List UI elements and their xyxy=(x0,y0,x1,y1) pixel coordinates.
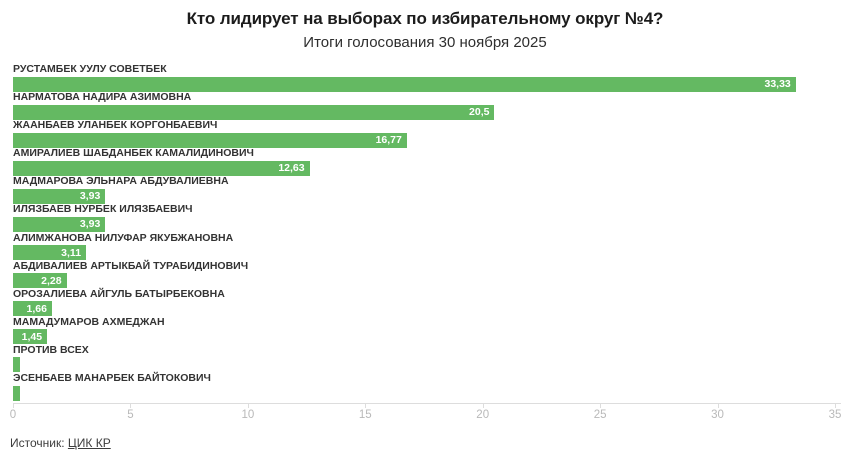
x-tick-label: 5 xyxy=(127,408,134,421)
bar-track xyxy=(13,357,835,373)
bar-track: 16,77 xyxy=(13,132,835,148)
bar-value: 2,28 xyxy=(41,274,62,287)
bar-track: 20,5 xyxy=(13,104,835,120)
bar-value: 1,66 xyxy=(26,302,47,315)
bar-label: ПРОТИВ ВСЕХ xyxy=(13,343,89,356)
x-tick-label: 10 xyxy=(241,408,255,421)
bar-row: АБДИВАЛИЕВ АРТЫКБАЙ ТУРАБИДИНОВИЧ 2,28 xyxy=(13,259,835,289)
bar-track: 12,63 xyxy=(13,160,835,176)
bar-label: НАРМАТОВА НАДИРА АЗИМОВНА xyxy=(13,91,192,104)
bar-label: АЛИМЖАНОВА НИЛУФАР ЯКУБЖАНОВНА xyxy=(13,231,234,244)
bar-row: ЖААНБАЕВ УЛАНБЕК КОРГОНБАЕВИЧ 16,77 xyxy=(13,120,835,148)
x-tick-mark xyxy=(130,403,132,408)
bar-row: ОРОЗАЛИЕВА АЙГУЛЬ БАТЫРБЕКОВНА 1,66 xyxy=(13,287,835,317)
x-axis: 0 5 10 15 20 25 30 35 xyxy=(9,402,842,423)
bar-row: НАРМАТОВА НАДИРА АЗИМОВНА 20,5 xyxy=(13,92,835,120)
bar: 16,77 xyxy=(13,132,407,148)
bar-value: 16,77 xyxy=(375,134,402,147)
bar-track: 3,93 xyxy=(13,188,835,204)
bar: 1,45 xyxy=(13,329,48,345)
bar-label: АМИРАЛИЕВ ШАБДАНБЕК КАМАЛИДИНОВИЧ xyxy=(13,147,254,160)
bar-label: ЖААНБАЕВ УЛАНБЕК КОРГОНБАЕВИЧ xyxy=(13,119,218,132)
bar-row: МАМАДУМАРОВ АХМЕДЖАН 1,45 xyxy=(13,315,835,345)
bar-label: ЭСЕНБАЕВ МАНАРБЕК БАЙТОКОВИЧ xyxy=(13,372,211,385)
x-tick-mark xyxy=(835,403,836,408)
plot-area: РУСТАМБЕК УУЛУ СОВЕТБЕК 33,33 НАРМАТОВА НА… xyxy=(13,64,835,401)
bar-value: 3,11 xyxy=(61,246,82,259)
bar: 3,11 xyxy=(13,245,87,261)
bar-value: 1,45 xyxy=(21,330,43,343)
bar-track: 3,93 xyxy=(13,216,835,232)
bar-row: ИЛЯЗБАЕВ НУРБЕК ИЛЯЗБАЕВИЧ 3,93 xyxy=(13,204,835,232)
chart-title: Кто лидирует на выборах по избирательном… xyxy=(186,9,664,28)
x-tick-label: 15 xyxy=(358,408,372,421)
bar-track xyxy=(13,385,835,401)
source-note: Источник: ЦИК КР xyxy=(10,436,111,450)
bar-value: 12,63 xyxy=(278,162,305,175)
bar-label: ОРОЗАЛИЕВА АЙГУЛЬ БАТЫРБЕКОВНА xyxy=(13,287,225,300)
x-tick-mark xyxy=(717,403,719,408)
x-tick-mark xyxy=(247,403,249,408)
x-tick-label: 20 xyxy=(476,408,490,421)
source-link[interactable]: ЦИК КР xyxy=(67,436,111,450)
x-tick-mark xyxy=(600,403,602,408)
bar-track: 1,66 xyxy=(13,301,835,317)
bar: 2,28 xyxy=(13,273,67,289)
bar-row: ЭСЕНБАЕВ МАНАРБЕК БАЙТОКОВИЧ xyxy=(13,373,835,401)
source-label: Источник: xyxy=(10,436,68,450)
bar: 20,5 xyxy=(13,104,495,120)
bar-label: АБДИВАЛИЕВ АРТЫКБАЙ ТУРАБИДИНОВИЧ xyxy=(13,259,249,272)
bar: 3,93 xyxy=(13,188,106,204)
bar: 1,66 xyxy=(13,301,52,317)
bar-label: МАДМАРОВА ЭЛЬНАРА АБДУВАЛИЕВНА xyxy=(13,175,229,188)
bar: 3,93 xyxy=(13,216,106,232)
bar-row: МАДМАРОВА ЭЛЬНАРА АБДУВАЛИЕВНА 3,93 xyxy=(13,176,835,204)
bar-row: РУСТАМБЕК УУЛУ СОВЕТБЕК 33,33 xyxy=(13,64,835,92)
bar-label: ИЛЯЗБАЕВ НУРБЕК ИЛЯЗБАЕВИЧ xyxy=(13,203,193,216)
x-tick-mark xyxy=(13,403,14,408)
bar-track: 33,33 xyxy=(13,76,835,92)
bar-track: 3,11 xyxy=(13,245,835,261)
x-tick-label: 0 xyxy=(9,408,17,421)
chart-header: Кто лидирует на выборах по избирательном… xyxy=(0,0,850,51)
bar xyxy=(13,357,21,373)
bar-label: МАМАДУМАРОВ АХМЕДЖАН xyxy=(13,315,165,328)
bar-row: ПРОТИВ ВСЕХ xyxy=(13,343,835,373)
x-tick-mark xyxy=(482,403,484,408)
bar: 33,33 xyxy=(13,76,796,92)
x-tick-label: 30 xyxy=(711,408,724,421)
bar-value: 33,33 xyxy=(764,78,791,90)
bar-value: 3,93 xyxy=(79,218,101,231)
x-tick-label: 25 xyxy=(593,408,607,421)
bar-row: АЛИМЖАНОВА НИЛУФАР ЯКУБЖАНОВНА 3,11 xyxy=(13,231,835,261)
bar-label: РУСТАМБЕК УУЛУ СОВЕТБЕК xyxy=(13,63,167,75)
bar-row: АМИРАЛИЕВ ШАБДАНБЕК КАМАЛИДИНОВИЧ 12,63 xyxy=(13,148,835,176)
x-tick-mark xyxy=(365,403,367,408)
bar-track: 2,28 xyxy=(13,273,835,289)
x-tick-label: 35 xyxy=(828,408,842,421)
chart-subtitle: Итоги голосования 30 ноября 2025 xyxy=(303,34,547,51)
bar-value: 3,93 xyxy=(79,190,101,203)
bar: 12,63 xyxy=(13,160,310,176)
bar xyxy=(13,385,21,401)
bar-track: 1,45 xyxy=(13,329,835,345)
bar-value: 20,5 xyxy=(469,106,490,119)
